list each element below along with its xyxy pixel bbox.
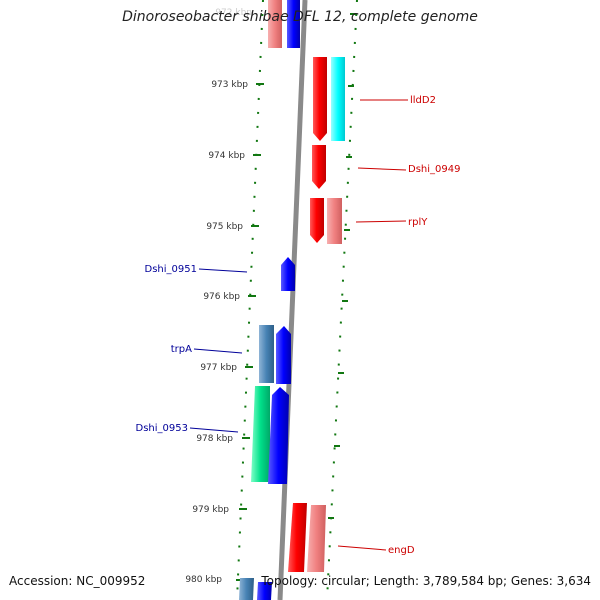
gene-dshi-0953-blue[interactable] bbox=[268, 387, 289, 484]
gene-label-rplY[interactable]: rplY bbox=[408, 217, 428, 228]
kbp-label-975: 975 kbp bbox=[206, 222, 243, 232]
kbp-label-976: 976 kbp bbox=[203, 292, 240, 302]
gene-label-dshi-0953[interactable]: Dshi_0953 bbox=[136, 423, 188, 434]
leader-engD bbox=[337, 545, 387, 551]
gene-bottom-blue[interactable] bbox=[257, 582, 272, 600]
kbp-label-978: 978 kbp bbox=[196, 434, 233, 444]
gene-label-engD[interactable]: engD bbox=[388, 545, 415, 556]
kbp-label-972: 972 kbp bbox=[215, 8, 252, 18]
gene-label-dshi-0951[interactable]: Dshi_0951 bbox=[145, 264, 197, 275]
gene-engD[interactable] bbox=[307, 505, 326, 572]
gene-dshi-0953[interactable] bbox=[251, 386, 270, 482]
gene-lldD2[interactable] bbox=[313, 57, 327, 141]
gene-trpA-blue[interactable] bbox=[276, 326, 291, 384]
gene-rplY[interactable] bbox=[327, 198, 342, 244]
gene-rplY-red[interactable] bbox=[310, 198, 324, 243]
gene-engD-red[interactable] bbox=[288, 503, 307, 572]
leader-dshi-0949 bbox=[357, 167, 407, 171]
gene-bottom-steel[interactable] bbox=[239, 578, 254, 600]
kbp-label-980: 980 kbp bbox=[185, 575, 222, 585]
gene-dshi-0949[interactable] bbox=[312, 145, 326, 189]
leader-dshi-0951 bbox=[198, 268, 248, 273]
kbp-label-973: 973 kbp bbox=[211, 80, 248, 90]
gene-dshi-0951[interactable] bbox=[281, 257, 295, 291]
gene-top-blue[interactable] bbox=[287, 0, 300, 48]
accession-text: Accession: NC_009952 bbox=[9, 574, 146, 588]
kbp-label-977: 977 kbp bbox=[200, 363, 237, 373]
gene-label-dshi-0949[interactable]: Dshi_0949 bbox=[408, 164, 460, 175]
kbp-label-979: 979 kbp bbox=[192, 505, 229, 515]
leader-rplY bbox=[355, 220, 407, 223]
gene-top-pink[interactable] bbox=[268, 0, 282, 48]
gene-label-trpA[interactable]: trpA bbox=[171, 344, 192, 355]
leader-trpA bbox=[193, 348, 243, 354]
genome-summary-text: Topology: circular; Length: 3,789,584 bp… bbox=[261, 574, 591, 588]
gene-label-lldD2[interactable]: lldD2 bbox=[410, 95, 436, 106]
leader-dshi-0953 bbox=[189, 427, 239, 433]
gene-trpA[interactable] bbox=[259, 325, 274, 383]
leader-lines bbox=[189, 99, 408, 551]
map-title: Dinoroseobacter shibae DFL 12, complete … bbox=[122, 9, 478, 25]
kbp-label-974: 974 kbp bbox=[208, 151, 245, 161]
gene-cyan[interactable] bbox=[331, 57, 345, 141]
kbp-ticks bbox=[236, 13, 356, 581]
genome-backbone bbox=[277, 0, 308, 600]
